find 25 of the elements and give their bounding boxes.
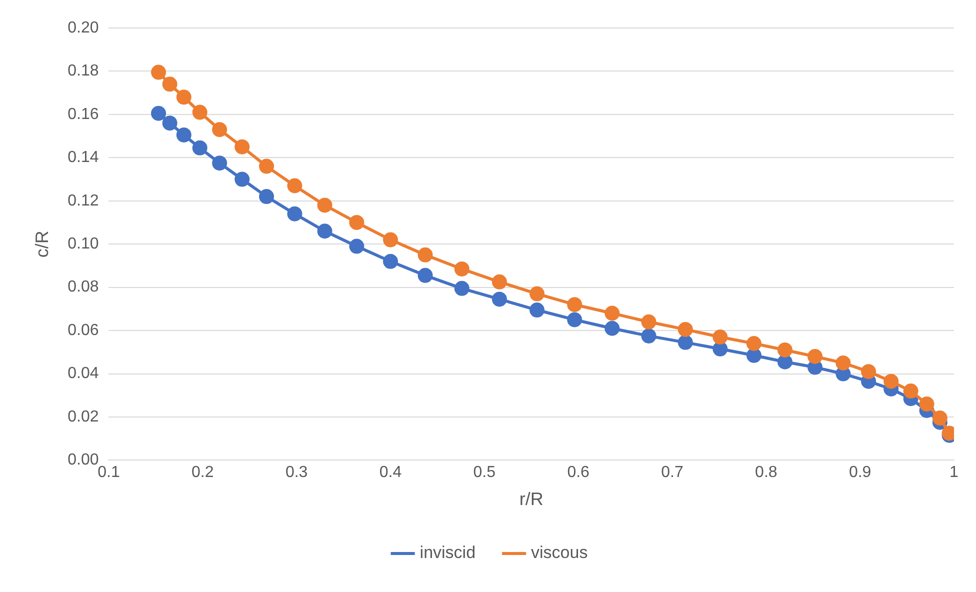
x-tick-label: 1 <box>950 464 959 482</box>
y-tick-label: 0.18 <box>68 62 99 80</box>
x-tick-label: 0.3 <box>285 464 308 482</box>
y-tick-label: 0.08 <box>68 278 99 296</box>
y-tick-label: 0.20 <box>68 19 99 36</box>
x-axis-title: r/R <box>519 489 544 510</box>
x-tick-label: 0.6 <box>567 464 590 482</box>
y-tick-label: 0.06 <box>68 322 99 339</box>
x-tick-label: 0.8 <box>755 464 778 482</box>
x-tick-label: 0.9 <box>848 464 872 482</box>
legend-label: viscous <box>531 543 588 562</box>
y-tick-label: 0.16 <box>68 106 99 123</box>
y-tick-label: 0.02 <box>68 408 99 426</box>
y-axis-title: c/R <box>32 230 52 258</box>
x-tick-label: 0.7 <box>661 464 684 482</box>
y-tick-label: 0.14 <box>68 149 99 166</box>
x-tick-label: 0.2 <box>192 464 214 482</box>
y-tick-label: 0.04 <box>68 365 99 382</box>
legend-label: inviscid <box>420 543 476 562</box>
x-tick-label: 0.4 <box>379 464 402 482</box>
y-tick-label: 0.00 <box>68 452 99 469</box>
x-tick-label: 0.5 <box>473 464 496 482</box>
y-tick-label: 0.12 <box>68 192 99 210</box>
x-tick-label: 0.1 <box>98 464 120 482</box>
y-tick-label: 0.10 <box>68 236 99 253</box>
